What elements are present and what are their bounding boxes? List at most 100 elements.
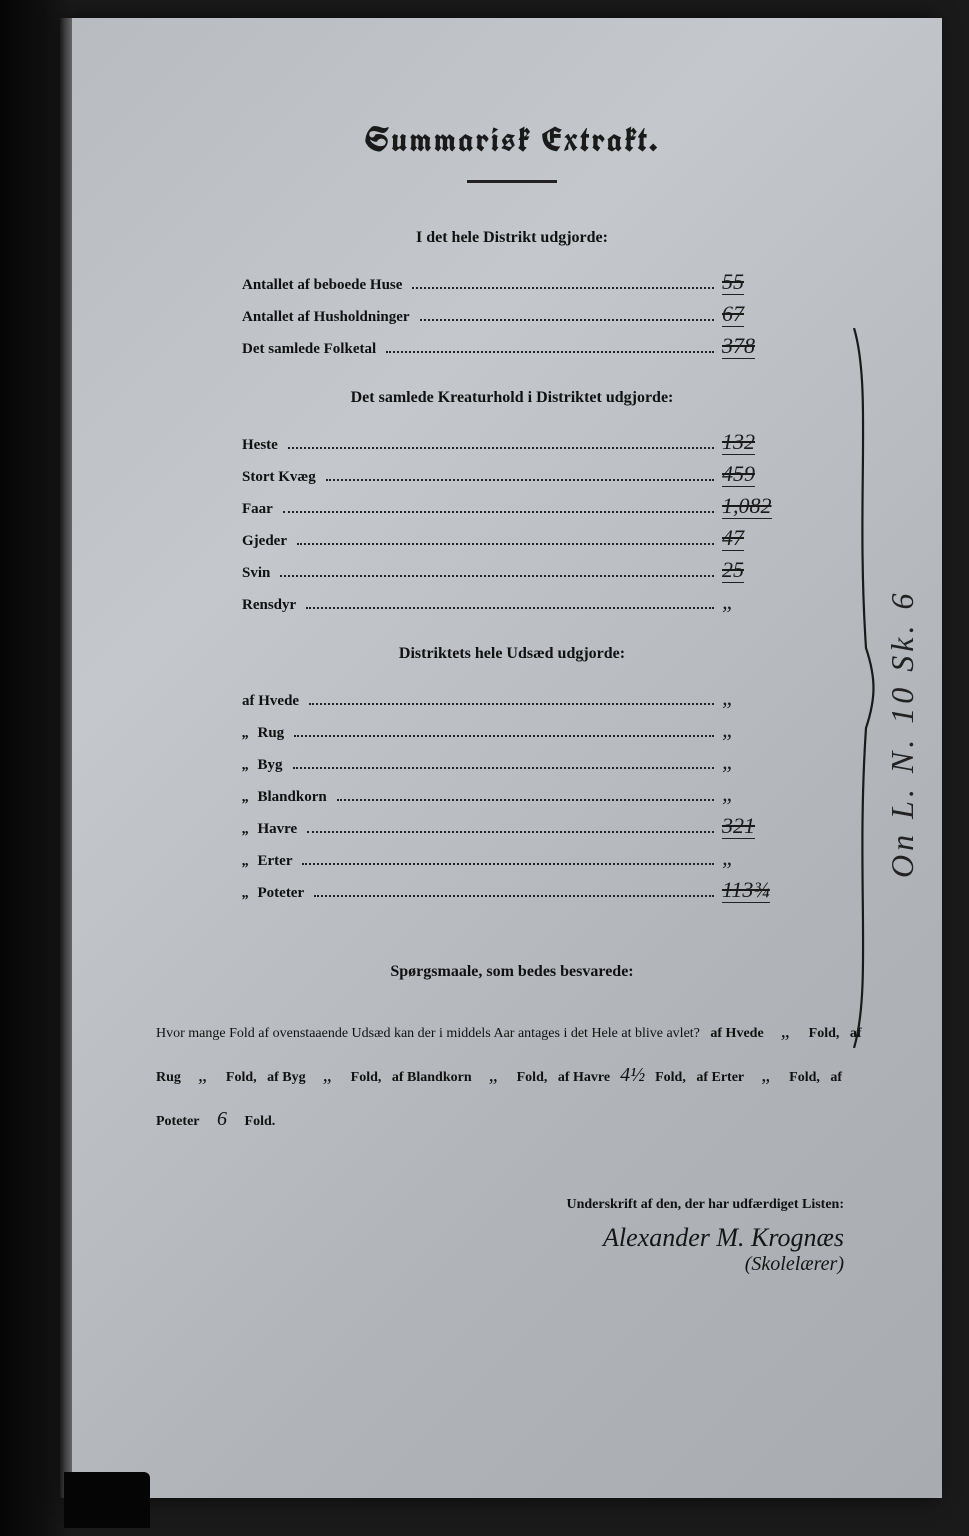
row-label: Antallet af beboede Huse — [242, 277, 402, 294]
q-suffix: Fold, — [351, 1070, 382, 1085]
section3-rows: af Hvede „ „„ RugRug „ „Byg „ „Blandkorn… — [242, 685, 812, 903]
row-label: „Erter — [242, 853, 292, 870]
q-value: „ — [748, 1053, 786, 1097]
leader-dots — [283, 511, 714, 513]
page-title: Summarisk Extrakt. — [152, 118, 872, 162]
row-label: Rensdyr — [242, 597, 296, 614]
row-value: 132 — [722, 429, 812, 455]
q-value: „ — [309, 1053, 347, 1097]
section3-heading: Distriktets hele Udsæd udgjorde: — [152, 645, 872, 663]
leader-dots — [326, 479, 714, 481]
table-row: „Byg „ — [242, 749, 812, 775]
questions-lead: Hvor mange Fold af ovenstaaende Udsæd ka… — [156, 1026, 700, 1041]
signature-role: (Skolelærer) — [152, 1253, 844, 1276]
leader-dots — [293, 767, 714, 769]
row-label: Antallet af Husholdninger — [242, 309, 410, 326]
row-value: „ — [722, 781, 812, 807]
row-label: Det samlede Folketal — [242, 341, 376, 358]
table-row: „Blandkorn „ — [242, 781, 812, 807]
leader-dots — [314, 895, 714, 897]
q-label: af Byg — [267, 1070, 306, 1085]
q-suffix: Fold, — [226, 1070, 257, 1085]
curly-brace-icon — [848, 328, 878, 1048]
leader-dots — [386, 351, 714, 353]
table-row: Gjeder 47 — [242, 525, 812, 551]
q-label: af Hvede — [710, 1026, 763, 1041]
questions-heading: Spørgsmaale, som bedes besvarede: — [152, 963, 872, 981]
signature-name: Alexander M. Krognæs — [152, 1223, 844, 1253]
q-value: 4½ — [614, 1053, 652, 1097]
table-row: Svin 25 — [242, 557, 812, 583]
leader-dots — [280, 575, 714, 577]
table-row: „Poteter 113¾ — [242, 877, 812, 903]
table-row: Faar 1,082 — [242, 493, 812, 519]
q-suffix: Fold. — [245, 1114, 276, 1129]
table-row: „Havre 321 — [242, 813, 812, 839]
table-row: Rensdyr „ — [242, 589, 812, 615]
row-value: „ — [722, 589, 812, 615]
q-value: 6 — [203, 1097, 241, 1141]
q-suffix: Fold, — [809, 1026, 840, 1041]
table-row: af Hvede „ — [242, 685, 812, 711]
table-row: „Erter „ — [242, 845, 812, 871]
margin-handwriting: On L. N. 10 Sk. 6 — [884, 318, 928, 878]
section2-rows: Heste 132 Stort Kvæg 459 Faar 1,082 Gjed… — [242, 429, 812, 615]
row-value: 47 — [722, 525, 812, 551]
q-value: „ — [475, 1053, 513, 1097]
row-label: Faar — [242, 501, 273, 518]
document-page: Summarisk Extrakt. I det hele Distrikt u… — [72, 18, 942, 1498]
row-value: 55 — [722, 269, 812, 295]
section2-heading: Det samlede Kreaturhold i Distriktet udg… — [152, 389, 872, 407]
q-suffix: Fold, — [789, 1070, 820, 1085]
questions-prose: Hvor mange Fold af ovenstaaende Udsæd ka… — [152, 1009, 872, 1141]
q-suffix: Fold, — [655, 1070, 686, 1085]
row-value: 459 — [722, 461, 812, 487]
leader-dots — [306, 607, 714, 609]
row-label: Heste — [242, 437, 278, 454]
leader-dots — [309, 703, 714, 705]
table-row: Antallet af beboede Huse 55 — [242, 269, 812, 295]
leader-dots — [307, 831, 714, 833]
row-value: 1,082 — [722, 493, 812, 519]
row-label: Svin — [242, 565, 270, 582]
row-value: 67 — [722, 301, 812, 327]
row-value: „ — [722, 685, 812, 711]
q-label: af Blandkorn — [392, 1070, 472, 1085]
table-row: Stort Kvæg 459 — [242, 461, 812, 487]
table-row: Heste 132 — [242, 429, 812, 455]
row-value: „ — [722, 749, 812, 775]
q-value: „ — [767, 1009, 805, 1053]
row-label: „Havre — [242, 821, 297, 838]
row-value: 25 — [722, 557, 812, 583]
table-row: Antallet af Husholdninger 67 — [242, 301, 812, 327]
leader-dots — [288, 447, 714, 449]
section1-rows: Antallet af beboede Huse 55 Antallet af … — [242, 269, 812, 359]
row-label: „Blandkorn — [242, 789, 327, 806]
q-label: af Erter — [696, 1070, 744, 1085]
table-row: „„ RugRug „ — [242, 717, 812, 743]
leader-dots — [337, 799, 714, 801]
leader-dots — [294, 735, 714, 737]
row-label: af Hvede — [242, 693, 299, 710]
leader-dots — [302, 863, 714, 865]
row-label: Stort Kvæg — [242, 469, 316, 486]
row-value: 321 — [722, 813, 812, 839]
row-label: „Poteter — [242, 885, 304, 902]
row-value: „ — [722, 717, 812, 743]
row-label: „„ RugRug — [242, 725, 284, 742]
scan-corner-shadow — [64, 1472, 150, 1528]
q-value: „ — [184, 1053, 222, 1097]
leader-dots — [297, 543, 714, 545]
table-row: Det samlede Folketal 378 — [242, 333, 812, 359]
leader-dots — [420, 319, 714, 321]
row-label: „Byg — [242, 757, 283, 774]
q-label: af Havre — [558, 1070, 610, 1085]
signature-block: Underskrift af den, der har udfærdiget L… — [152, 1197, 872, 1276]
row-value: „ — [722, 845, 812, 871]
row-value: 113¾ — [722, 877, 812, 903]
q-suffix: Fold, — [517, 1070, 548, 1085]
signature-heading: Underskrift af den, der har udfærdiget L… — [152, 1197, 844, 1213]
row-label: Gjeder — [242, 533, 287, 550]
row-value: 378 — [722, 333, 812, 359]
section1-heading: I det hele Distrikt udgjorde: — [152, 229, 872, 247]
